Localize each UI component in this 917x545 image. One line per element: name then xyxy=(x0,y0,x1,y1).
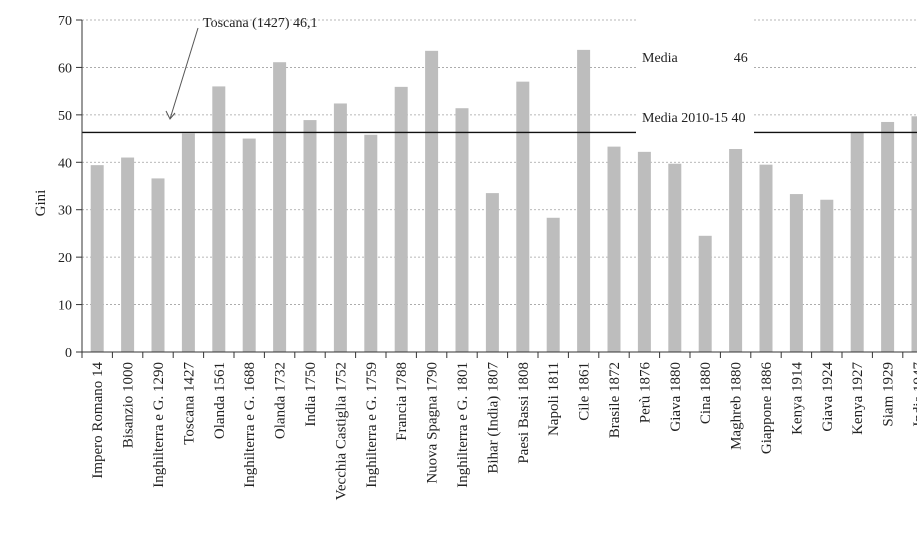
bar xyxy=(273,62,287,353)
y-axis-label: Gini xyxy=(33,190,49,217)
y-tick-label: 30 xyxy=(58,204,72,219)
x-tick-label: Cile 1861 xyxy=(577,362,593,421)
bar xyxy=(911,116,917,352)
annotation: Toscana (1427) 46,1 xyxy=(165,16,318,120)
bar xyxy=(364,134,378,352)
legend-row-mean-2010: Media 2010-15 40 xyxy=(642,109,748,129)
bar xyxy=(759,164,773,352)
bar xyxy=(637,151,651,352)
y-tick-label: 0 xyxy=(65,346,72,361)
legend-mean-2010-label: Media 2010-15 xyxy=(642,111,728,126)
x-tick-label: Nuova Spagna 1790 xyxy=(425,362,441,484)
legend-mean-label: Media xyxy=(642,51,678,66)
x-tick-label: Olanda 1561 xyxy=(212,362,228,439)
x-tick-label: Toscana 1427 xyxy=(181,362,197,445)
legend-mean-2010-value: 40 xyxy=(731,111,746,126)
bar xyxy=(333,103,347,352)
bar xyxy=(455,108,469,353)
bar xyxy=(212,86,226,353)
annotation-arrow-line xyxy=(169,27,199,120)
x-tick-label: India 1750 xyxy=(303,362,319,427)
bar xyxy=(850,131,864,352)
x-tick-label: Giava 1880 xyxy=(668,362,684,432)
x-tick-label: Francia 1788 xyxy=(394,362,410,441)
x-tick-label: Bihar (India) 1807 xyxy=(485,362,501,474)
legend-row-mean: Media 46 xyxy=(642,49,748,69)
y-tick-label: 10 xyxy=(58,299,72,314)
y-tick-label: 50 xyxy=(58,109,72,124)
x-tick-label: Bisanzio 1000 xyxy=(121,362,137,448)
x-tick-label: Giava 1924 xyxy=(820,362,836,432)
bar xyxy=(394,86,408,353)
y-tick-label: 60 xyxy=(58,61,72,76)
bar xyxy=(516,81,530,353)
x-tick-label: Inghilterra e G. 1759 xyxy=(364,362,380,488)
bar xyxy=(881,121,895,352)
x-tick-label: Siam 1929 xyxy=(881,362,897,427)
x-tick-label: Impero Romano 14 xyxy=(90,362,106,479)
x-tick-label: Inghilterra e G. 1801 xyxy=(455,362,471,488)
annotation-arrow-head xyxy=(165,110,176,120)
x-tick-label: Cina 1880 xyxy=(698,362,714,424)
x-tick-label: Perù 1876 xyxy=(637,362,653,424)
y-tick-label: 40 xyxy=(58,156,72,171)
gridlines xyxy=(82,19,917,305)
x-tick-labels: Impero Romano 14 Bisanzio 1000 Inghilterra… xyxy=(90,362,917,501)
bar xyxy=(90,165,104,352)
bar xyxy=(303,120,317,353)
bar xyxy=(577,49,591,352)
x-tick-label: Vecchia Castiglia 1752 xyxy=(333,362,349,500)
bars xyxy=(90,49,917,353)
bar xyxy=(242,138,256,352)
bar xyxy=(151,178,165,352)
annotation-label: Toscana (1427) 46,1 xyxy=(203,16,318,31)
x-tick-label: Napoli 1811 xyxy=(546,362,562,436)
x-tick-label: Kenya 1927 xyxy=(850,362,866,435)
y-tick-label: 70 xyxy=(58,14,72,29)
x-tick-label: Brasile 1872 xyxy=(607,362,623,438)
x-tick-label: Giappone 1886 xyxy=(759,362,775,455)
bar xyxy=(181,133,195,352)
bar xyxy=(485,193,499,352)
bar xyxy=(425,50,439,352)
x-tick-label: Paesi Bassi 1808 xyxy=(516,362,532,464)
x-tick-label: Inghilterra e G. 1688 xyxy=(242,362,258,488)
bar xyxy=(668,163,682,352)
y-tick-label: 20 xyxy=(58,251,72,266)
y-tick-labels: 0 10 20 30 40 50 60 70 xyxy=(58,14,72,361)
bar xyxy=(546,217,560,352)
bar xyxy=(698,235,712,352)
x-tick-label: India 1947 xyxy=(911,362,917,427)
x-tick-label: Olanda 1732 xyxy=(273,362,289,439)
x-tick-label: Inghilterra e G. 1290 xyxy=(151,362,167,488)
bar xyxy=(607,146,621,352)
axes xyxy=(76,19,917,358)
bar xyxy=(789,194,803,352)
bar xyxy=(121,157,135,352)
x-tick-label: Kenya 1914 xyxy=(789,362,805,435)
bar xyxy=(820,199,834,352)
legend: Media 46 Media 2010-15 40 xyxy=(636,9,754,149)
legend-mean-value: 46 xyxy=(733,51,748,66)
x-tick-label: Maghreb 1880 xyxy=(729,362,745,450)
